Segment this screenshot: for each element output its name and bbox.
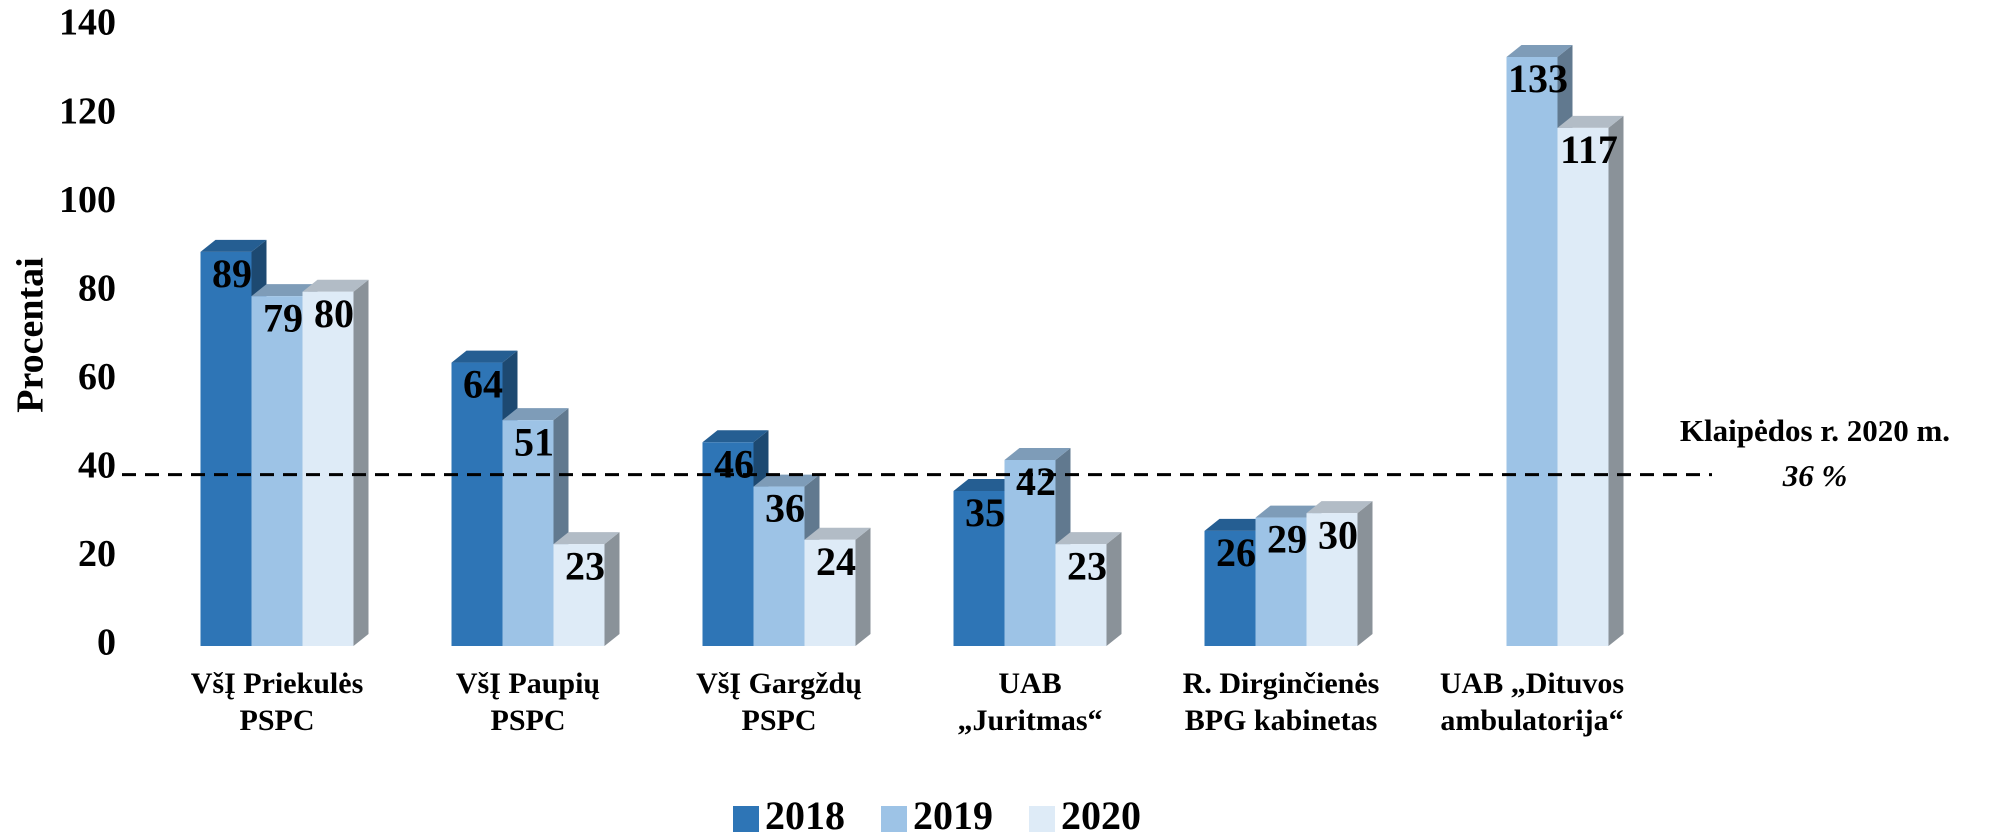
bar [200,251,252,646]
bar-top [1204,518,1271,531]
legend-swatch [1029,806,1055,832]
x-tick-label: ambulatorija“ [1440,704,1623,737]
x-tick-label: „Juritmas“ [958,704,1103,737]
data-label: 64 [463,362,503,407]
x-tick-label: VšĮ Paupių [456,667,600,700]
x-tick-label: VšĮ Gargždų [696,667,862,700]
y-tick-label: 60 [78,356,116,398]
bar [302,291,354,646]
legend-swatch [881,806,907,832]
bar [1204,530,1256,646]
bar [251,296,303,646]
data-label: 79 [263,295,303,340]
data-label: 29 [1267,517,1307,562]
bar-top [702,430,769,443]
reference-label: 36 % [1782,458,1848,493]
data-label: 23 [1067,543,1107,588]
data-label: 36 [765,486,805,531]
bar-top [1306,501,1373,514]
legend-swatch [733,806,759,832]
y-tick-label: 140 [59,2,116,44]
bar-top [753,474,820,487]
data-label: 80 [314,291,354,336]
bar-side [855,527,871,646]
bar [753,486,805,646]
x-tick-label: UAB [998,667,1061,700]
data-label: 30 [1318,512,1358,557]
x-tick-label: BPG kabinetas [1185,704,1378,737]
bar-top [1055,532,1122,545]
data-label: 23 [565,543,605,588]
bar [702,442,754,646]
bar-top [1004,448,1071,460]
bar [1004,460,1056,646]
y-tick-label: 80 [78,267,116,309]
bar-side [1106,532,1122,646]
bar [1255,517,1307,646]
bar-side [604,532,620,646]
data-label: 35 [965,490,1005,535]
bar [953,491,1005,646]
bar-top [1557,115,1624,128]
y-tick-label: 120 [59,90,116,132]
y-tick-label: 40 [78,445,116,487]
bar-top [502,408,569,421]
x-tick-label: PSPC [240,704,315,737]
data-label: 42 [1016,459,1056,504]
y-tick-label: 100 [59,179,116,221]
bar [553,544,605,646]
x-tick-label: PSPC [742,704,817,737]
data-label: 46 [714,441,754,486]
data-label: 26 [1216,530,1256,575]
data-label: 133 [1508,56,1568,101]
bar [451,362,503,646]
bar [1506,57,1558,646]
bar-top [553,532,620,545]
x-tick-label: UAB „Dituvos [1440,667,1624,700]
data-label: 89 [212,251,252,296]
x-tick-label: R. Dirginčienės [1183,667,1380,700]
bar-top [451,350,518,363]
bar-side [1357,501,1373,646]
bar-top [953,479,1020,491]
bar [502,420,554,646]
y-tick-label: 0 [97,622,116,664]
bar-top [251,284,318,297]
bar-top [1255,505,1322,518]
data-label: 117 [1560,127,1618,172]
y-axis-label: Procentai [10,257,52,412]
bar-side [353,279,369,646]
bar [1557,127,1609,647]
bar-top [1506,45,1573,57]
bar-top [200,239,267,252]
reference-label: Klaipėdos r. 2020 m. [1680,413,1950,448]
data-label: 51 [514,419,554,464]
x-tick-label: PSPC [491,704,566,737]
data-label: 24 [816,539,856,584]
bar-top [804,527,871,540]
bar-top [302,279,369,292]
y-tick-label: 20 [78,533,116,575]
x-tick-label: VšĮ Priekulės [191,667,364,700]
bar [804,539,856,646]
legend-label: 2020 [1061,793,1141,836]
bar [1306,513,1358,646]
bar-side [1608,115,1624,647]
legend-label: 2019 [913,793,993,836]
bar [1055,544,1107,646]
legend-label: 2018 [765,793,845,836]
